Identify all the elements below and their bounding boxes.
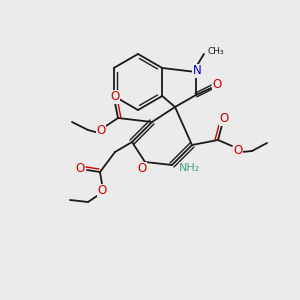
Text: O: O [110,91,120,103]
Text: O: O [219,112,229,125]
Text: O: O [233,143,243,157]
Text: CH₃: CH₃ [208,46,224,56]
Text: O: O [137,163,147,176]
Text: O: O [98,184,106,197]
Text: N: N [193,64,201,77]
Text: O: O [96,124,106,137]
Text: NH₂: NH₂ [179,163,201,173]
Text: O: O [75,163,85,176]
Text: O: O [212,79,222,92]
